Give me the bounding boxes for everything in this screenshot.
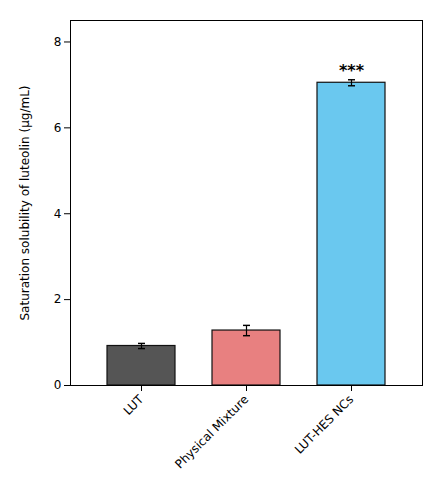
svg-text:0: 0	[54, 378, 62, 392]
svg-text:LUT-HES NCs: LUT-HES NCs	[292, 392, 356, 456]
svg-text:Physical Mixture: Physical Mixture	[172, 392, 251, 471]
svg-text:2: 2	[54, 292, 62, 306]
svg-text:Saturation solubility of luteo: Saturation solubility of luteolin (μg/mL…	[18, 85, 32, 320]
svg-text:LUT: LUT	[121, 392, 147, 418]
svg-text:8: 8	[54, 35, 62, 49]
svg-text:6: 6	[54, 121, 62, 135]
svg-text:4: 4	[54, 207, 62, 221]
svg-text:***: ***	[339, 61, 365, 80]
